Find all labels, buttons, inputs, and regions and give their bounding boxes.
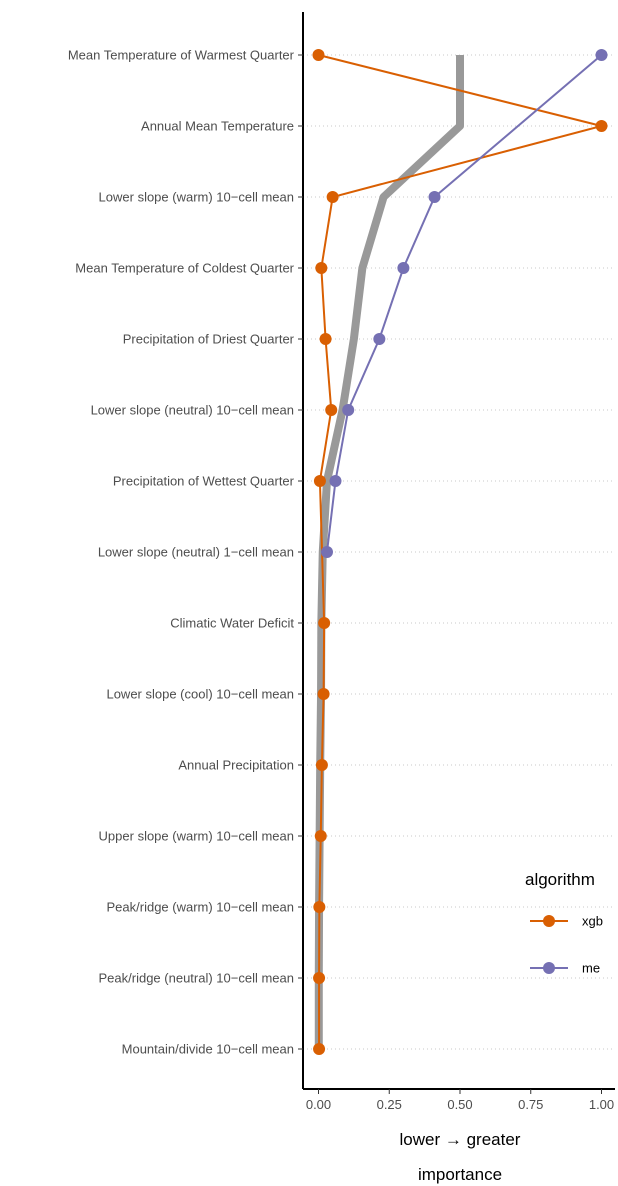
point-xgb-8 [318,617,331,629]
legend-label-xgb: xgb [582,914,603,929]
legend-key-point-xgb [543,915,555,927]
legend-title: algorithm [525,870,595,889]
x-tick-labels: 0.00 0.25 0.50 0.75 1.00 [306,1089,614,1112]
point-xgb-5 [325,404,338,416]
point-me-4 [373,333,386,345]
y-tick-label-4: Precipitation of Driest Quarter [123,332,295,347]
point-xgb-0 [312,49,325,61]
y-tick-labels: Mean Temperature of Warmest Quarter Annua… [68,48,303,1057]
x-tick-label-0: 0.00 [306,1097,331,1112]
point-xgb-14 [313,1043,326,1055]
y-tick-label-8: Climatic Water Deficit [170,616,294,631]
x-tick-label-3: 0.75 [518,1097,543,1112]
y-tick-label-11: Upper slope (warm) 10−cell mean [99,829,294,844]
legend-key-point-me [543,962,555,974]
y-tick-label-14: Mountain/divide 10−cell mean [122,1042,294,1057]
y-tick-label-3: Mean Temperature of Coldest Quarter [75,261,294,276]
y-tick-label-6: Precipitation of Wettest Quarter [113,474,295,489]
x-axis-subtitle: importance [418,1165,502,1184]
point-xgb-13 [313,972,326,984]
x-tick-label-2: 0.50 [447,1097,472,1112]
x-axis-title: lower → greater [400,1130,521,1149]
point-xgb-9 [317,688,330,700]
point-xgb-3 [315,262,328,274]
point-me-7 [320,546,333,558]
point-me-0 [595,49,608,61]
point-xgb-2 [326,191,339,203]
point-me-5 [342,404,355,416]
y-tick-label-0: Mean Temperature of Warmest Quarter [68,48,295,63]
y-tick-label-12: Peak/ridge (warm) 10−cell mean [107,900,295,915]
gridlines [303,54,615,1050]
point-xgb-6 [313,475,326,487]
point-xgb-1 [595,120,608,132]
y-tick-label-5: Lower slope (neutral) 10−cell mean [91,403,294,418]
y-tick-label-13: Peak/ridge (neutral) 10−cell mean [99,971,294,986]
series-line-me [325,54,603,553]
y-tick-label-7: Lower slope (neutral) 1−cell mean [98,545,294,560]
point-xgb-12 [313,901,326,913]
series-me [320,49,608,558]
point-me-3 [397,262,410,274]
legend: algorithm xgb me [525,870,603,976]
point-me-2 [428,191,441,203]
x-tick-label-4: 1.00 [589,1097,614,1112]
x-tick-label-1: 0.25 [377,1097,402,1112]
y-tick-label-9: Lower slope (cool) 10−cell mean [106,687,294,702]
point-xgb-4 [319,333,332,345]
y-tick-label-2: Lower slope (warm) 10−cell mean [99,190,294,205]
series-group [312,49,608,1055]
y-tick-label-10: Annual Precipitation [178,758,294,773]
point-me-6 [329,475,342,487]
point-xgb-11 [314,830,327,842]
y-tick-label-1: Annual Mean Temperature [141,119,294,134]
axes [302,12,615,1090]
point-xgb-10 [315,759,328,771]
legend-label-me: me [582,961,600,976]
